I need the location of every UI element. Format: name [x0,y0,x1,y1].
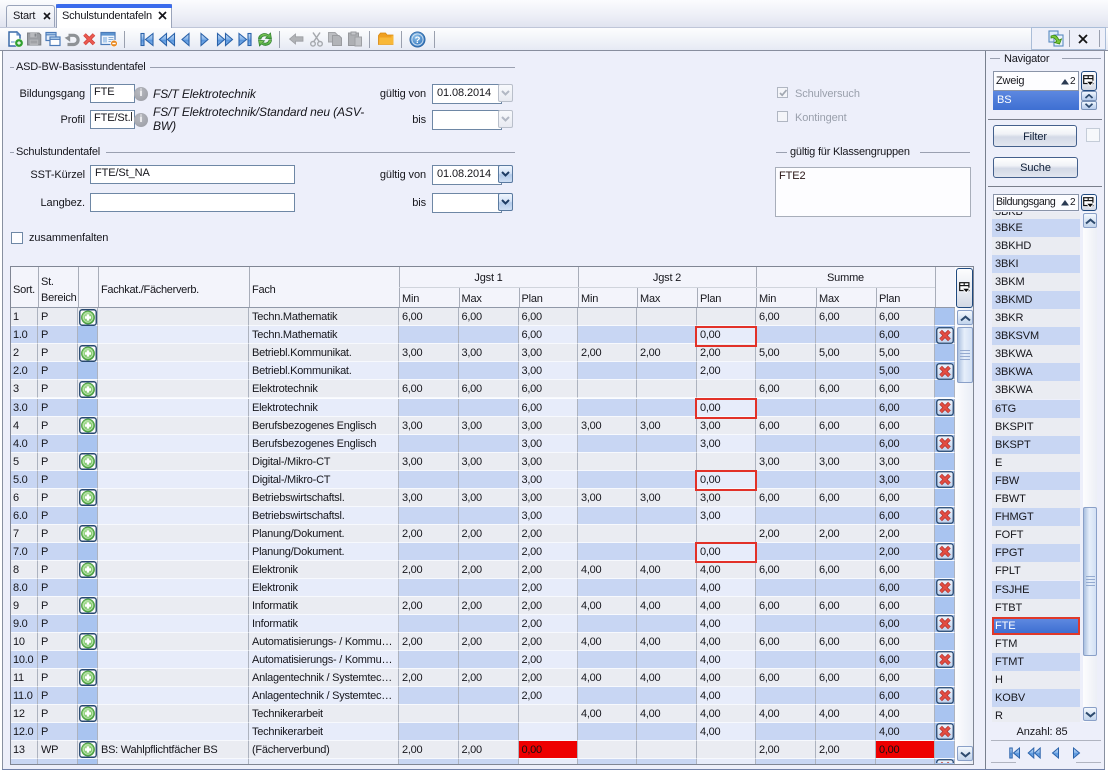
svg-text:?: ? [415,35,421,46]
